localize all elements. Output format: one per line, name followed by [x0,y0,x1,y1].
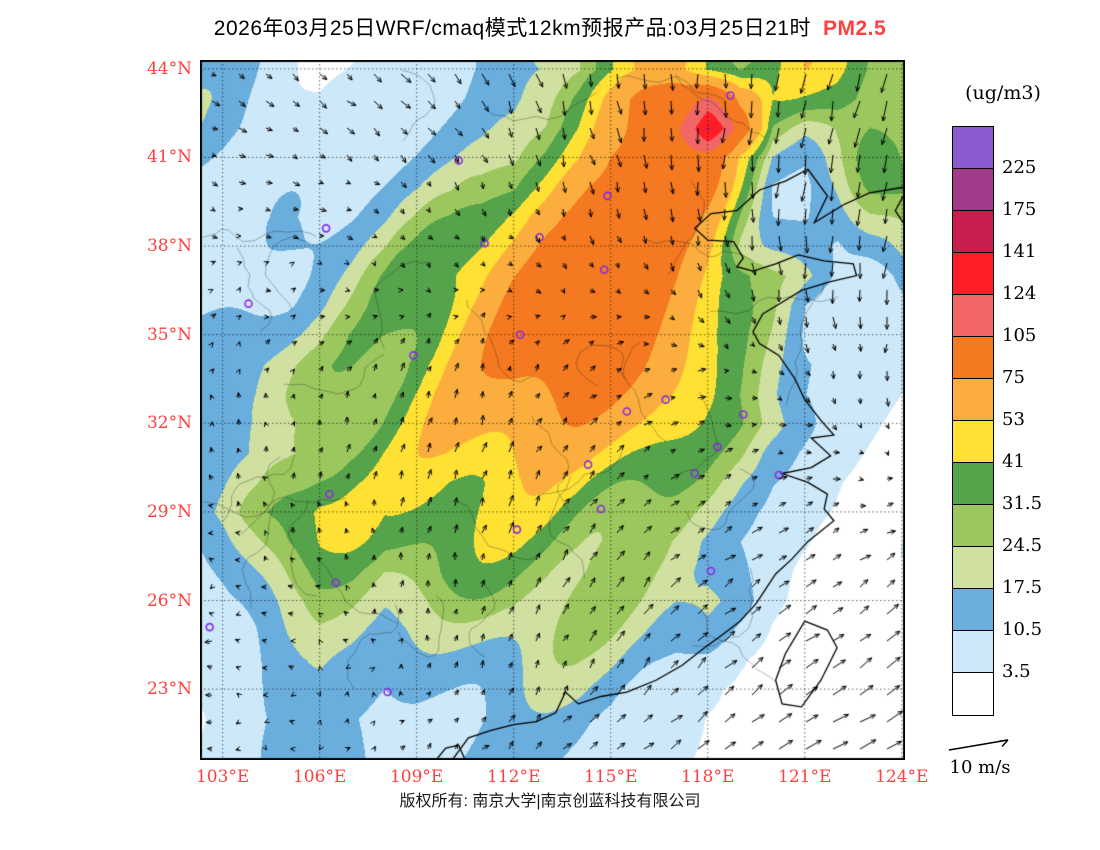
colorbar-tick-label: 24.5 [1002,535,1043,556]
pollutant-label: PM2.5 [823,17,887,40]
colorbar-tick-label: 3.5 [1002,661,1031,682]
lat-tick-label: 26°N [146,590,192,611]
colorbar-unit-label: (ug/m3) [965,82,1041,104]
colorbar-swatch [953,211,993,253]
lat-tick-label: 38°N [146,236,192,257]
colorbar-tick-label: 124 [1002,283,1037,304]
colorbar-swatch [953,253,993,295]
colorbar-swatch [953,631,993,673]
colorbar-tick-label: 53 [1002,409,1025,430]
colorbar-tick-label: 141 [1002,241,1037,262]
lon-tick-label: 121°E [778,767,832,787]
forecast-map-canvas [200,60,905,760]
lon-tick-label: 118°E [681,767,735,787]
colorbar-swatch [953,421,993,463]
chart-title-main: 2026年03月25日WRF/cmaq模式12km预报产品:03月25日21时 [213,17,811,40]
wind-reference-arrow-shaft [948,739,1009,751]
colorbar-tick-label: 10.5 [1002,619,1043,640]
colorbar-swatch [953,463,993,505]
lon-tick-label: 112°E [487,767,541,787]
colorbar-swatch [953,547,993,589]
colorbar-swatch [953,673,993,715]
colorbar-tick-label: 31.5 [1002,493,1043,514]
copyright-footer: 版权所有: 南京大学|南京创蓝科技有限公司 [399,793,701,810]
colorbar-swatch [953,337,993,379]
lon-tick-label: 115°E [584,767,638,787]
colorbar-tick-label: 175 [1002,199,1037,220]
colorbar-swatch [953,379,993,421]
colorbar-tick-label: 41 [1002,451,1025,472]
colorbar-tick-label: 225 [1002,157,1037,178]
lat-tick-label: 35°N [146,324,192,345]
lat-tick-label: 41°N [146,147,192,168]
colorbar-tick-label: 105 [1002,325,1037,346]
colorbar [952,126,994,716]
colorbar-tick-label: 17.5 [1002,577,1043,598]
lon-tick-label: 103°E [195,767,250,787]
lon-tick-label: 109°E [389,767,444,787]
lat-tick-label: 29°N [146,501,192,522]
colorbar-swatch [953,589,993,631]
chart-title: 2026年03月25日WRF/cmaq模式12km预报产品:03月25日21时 P… [0,12,1100,42]
colorbar-swatch [953,505,993,547]
wind-reference-arrow [948,739,1009,751]
colorbar-swatch [953,169,993,211]
lon-tick-label: 106°E [292,767,347,787]
wind-reference-arrow-head [998,739,1009,747]
colorbar-swatch [953,295,993,337]
lat-tick-label: 23°N [146,679,192,700]
colorbar-swatch [953,127,993,169]
colorbar-tick-label: 75 [1002,367,1025,388]
wind-reference-label: 10 m/s [949,757,1011,778]
lat-tick-label: 32°N [146,413,192,434]
lat-tick-label: 44°N [146,58,192,79]
